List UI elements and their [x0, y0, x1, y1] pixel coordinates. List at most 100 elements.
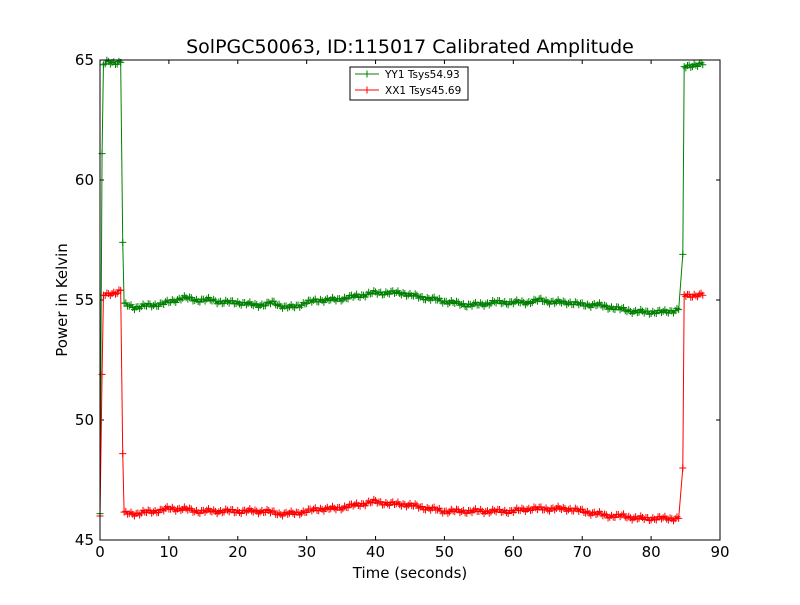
x-tick-label: 80 [642, 543, 661, 561]
data-point-marker [695, 290, 703, 298]
data-point-marker [144, 300, 152, 308]
data-point-marker [189, 508, 197, 516]
data-point-marker [351, 501, 359, 509]
data-point-marker [273, 302, 281, 310]
data-point-marker [546, 507, 553, 515]
data-point-marker [592, 511, 600, 519]
data-point-marker [385, 501, 393, 509]
data-point-marker [589, 509, 597, 517]
data-point-marker [403, 503, 411, 511]
data-point-marker [223, 506, 231, 514]
data-point-marker [523, 505, 531, 513]
data-point-marker [144, 506, 152, 514]
data-point-marker [99, 61, 107, 69]
data-point-marker [482, 507, 490, 515]
data-point-marker [366, 290, 374, 298]
data-point-marker [365, 497, 373, 505]
data-point-marker [487, 300, 495, 308]
data-point-marker [341, 502, 349, 510]
data-point-marker [532, 504, 540, 512]
data-point-marker [621, 513, 629, 521]
legend-box [349, 66, 469, 101]
data-point-marker [203, 295, 211, 303]
data-point-marker [666, 514, 674, 522]
data-point-marker [434, 296, 442, 304]
data-point-marker [263, 505, 271, 513]
data-point-marker [633, 309, 641, 317]
data-point-marker [251, 506, 259, 514]
data-point-marker [692, 61, 700, 69]
data-point-marker [261, 302, 269, 310]
x-tick-label: 90 [710, 543, 729, 561]
data-point-marker [633, 515, 641, 523]
data-point-marker [403, 292, 411, 300]
data-point-marker [149, 301, 157, 309]
data-point-marker [236, 300, 243, 308]
data-point-marker [559, 503, 567, 511]
data-point-marker [418, 502, 426, 510]
data-point-marker [456, 301, 464, 309]
data-point-marker [368, 498, 376, 506]
data-point-marker [119, 238, 127, 246]
data-point-marker [699, 61, 707, 69]
legend-entry: YY1 Tsys54.93 [355, 69, 460, 81]
data-point-marker [325, 297, 333, 305]
data-point-marker [699, 291, 707, 299]
data-point-marker [415, 504, 423, 512]
data-point-marker [158, 299, 166, 307]
data-point-marker [444, 509, 452, 517]
data-point-marker [645, 310, 653, 318]
data-point-marker [218, 509, 226, 517]
data-point-marker [148, 303, 156, 311]
data-point-marker [485, 301, 493, 309]
data-point-marker [645, 517, 653, 525]
data-point-marker [418, 292, 426, 300]
data-point-marker [673, 513, 681, 521]
data-point-marker [210, 295, 218, 303]
data-point-marker [330, 504, 338, 512]
data-point-marker [187, 505, 195, 513]
data-point-marker [251, 300, 259, 308]
data-point-marker [399, 289, 407, 297]
data-point-marker [370, 495, 378, 503]
data-point-marker [365, 288, 373, 296]
chart-title: SolPGC50063, ID:115017 Calibrated Amplit… [186, 36, 634, 58]
data-point-marker [370, 287, 378, 295]
data-point-marker [504, 510, 512, 518]
data-point-marker [303, 508, 311, 516]
data-point-marker [170, 297, 178, 305]
data-point-marker [368, 290, 376, 298]
data-point-marker [155, 302, 163, 310]
data-point-marker [659, 514, 667, 522]
legend: YY1 Tsys54.93 XX1 Tsys45.69 [349, 66, 469, 101]
data-point-marker [490, 298, 498, 306]
data-point-marker [425, 505, 433, 513]
data-point-marker [265, 298, 273, 306]
data-point-marker [477, 299, 485, 307]
data-point-marker [191, 297, 199, 305]
data-point-marker [601, 510, 609, 518]
data-point-marker [663, 308, 671, 316]
series-0 [96, 56, 707, 518]
data-point-marker [360, 500, 367, 508]
x-axis-label: Time (seconds) [352, 564, 468, 582]
data-point-marker [659, 307, 667, 315]
data-point-marker [115, 57, 123, 65]
data-point-marker [112, 290, 119, 298]
data-point-marker [620, 510, 628, 518]
data-point-marker [599, 303, 607, 311]
data-point-marker [148, 509, 156, 517]
data-point-marker [564, 506, 572, 514]
data-point-marker [415, 294, 423, 302]
data-point-marker [551, 300, 559, 308]
x-tick-label: 20 [228, 543, 247, 561]
data-point-marker [284, 510, 292, 518]
data-point-marker [392, 500, 400, 508]
x-tick-label: 70 [573, 543, 592, 561]
data-point-marker [318, 297, 326, 305]
data-point-marker [521, 301, 529, 309]
data-point-marker [527, 507, 535, 515]
data-point-marker [392, 289, 400, 297]
data-point-marker [578, 505, 586, 513]
data-point-marker [129, 510, 137, 518]
